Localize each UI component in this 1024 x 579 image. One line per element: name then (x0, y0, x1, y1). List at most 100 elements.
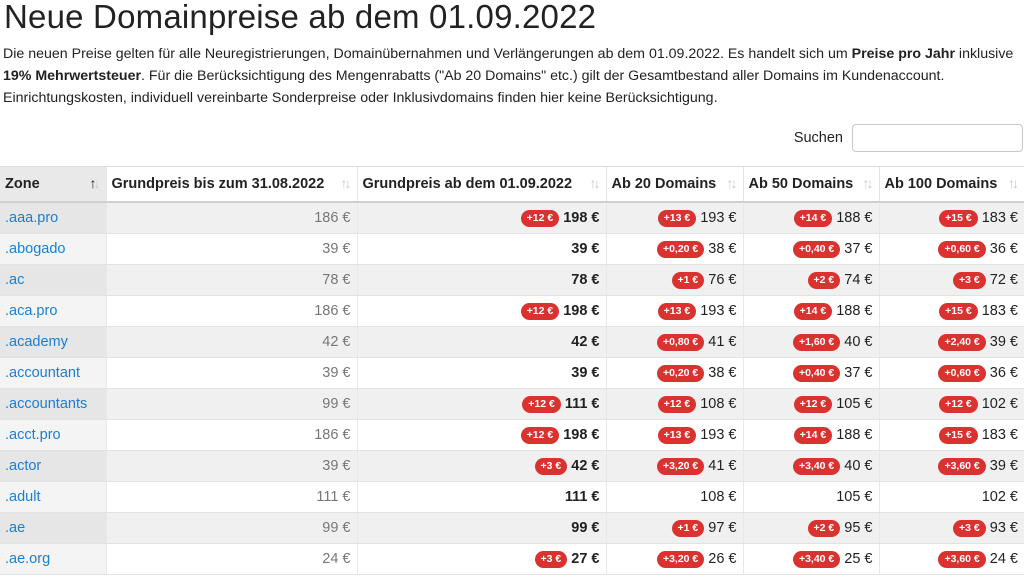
price-value: 39 € (989, 457, 1018, 474)
price-50-cell: +14 €188 € (742, 295, 879, 327)
zone-link[interactable]: .ac (5, 272, 25, 288)
price-increase-badge: +12 € (520, 302, 560, 320)
price-value: 99 € (571, 520, 600, 536)
table-row: .actor 39 € +3 €42 € +3,20 €41 € +3,40 €40 €… (0, 450, 1024, 482)
price-value: 36 € (989, 240, 1018, 257)
price-value: 102 € (981, 489, 1018, 505)
sort-both-icon: ↑↓ (589, 175, 601, 191)
old-price-cell: 39 € (105, 450, 357, 482)
new-price-cell: 78 € (356, 264, 606, 296)
price-value: 188 € (836, 209, 873, 226)
price-increase-badge: +3 € (953, 519, 986, 537)
price-value: 24 € (989, 550, 1018, 567)
intro-bold-1: Preise pro Jahr (851, 46, 955, 62)
price-value: 193 € (700, 302, 737, 319)
zone-link[interactable]: .aca.pro (5, 303, 58, 319)
price-50-cell: +14 €188 € (742, 202, 879, 234)
zone-link[interactable]: .academy (5, 334, 68, 350)
price-50-cell: +1,60 €40 € (742, 326, 879, 358)
price-100-cell: +3,60 €39 € (878, 450, 1024, 482)
price-100-cell: +3 €93 € (878, 512, 1024, 544)
zone-link[interactable]: .accountants (5, 396, 88, 412)
price-value: 93 € (989, 519, 1018, 536)
price-value: 25 € (844, 550, 873, 567)
zone-cell: .accountants (0, 388, 106, 420)
zone-cell: .ac (0, 264, 106, 296)
price-table: Zone ↑↓ Grundpreis bis zum 31.08.2022 ↑↓ G… (0, 166, 1024, 575)
price-100-cell: +3,60 €24 € (878, 543, 1024, 575)
price-value: 198 € (563, 426, 600, 443)
column-header-old-price[interactable]: Grundpreis bis zum 31.08.2022 ↑↓ (105, 166, 357, 203)
price-increase-badge: +3,40 € (792, 457, 841, 475)
price-value: 27 € (571, 550, 600, 567)
price-20-cell: +0,80 €41 € (605, 326, 743, 358)
table-row: .accountant 39 €39 € +0,20 €38 € +0,40 €37 … (0, 357, 1024, 389)
price-value: 111 € (564, 395, 600, 412)
price-increase-badge: +0,40 € (792, 364, 841, 382)
column-header-label: Grundpreis bis zum 31.08.2022 (111, 176, 325, 192)
price-increase-badge: +0,60 € (938, 364, 986, 382)
new-price-cell: +12 €198 € (356, 419, 606, 451)
price-20-cell: +3,20 €26 € (605, 543, 743, 575)
price-50-cell: +0,40 €37 € (742, 357, 879, 389)
old-price-cell: 24 € (105, 543, 357, 575)
intro-text: Die neuen Preise gelten für alle Neuregi… (3, 43, 1023, 109)
price-increase-badge: +0,20 € (656, 364, 705, 382)
zone-cell: .actor (0, 450, 106, 482)
old-price-cell: 186 € (105, 295, 357, 327)
price-100-cell: +15 €183 € (878, 419, 1024, 451)
column-header-new-price[interactable]: Grundpreis ab dem 01.09.2022 ↑↓ (356, 166, 606, 203)
zone-cell: .academy (0, 326, 106, 358)
zone-cell: .aca.pro (0, 295, 106, 327)
zone-link[interactable]: .acct.pro (5, 427, 61, 443)
price-20-cell: +0,20 €38 € (605, 357, 743, 389)
price-value: 105 € (836, 395, 873, 412)
old-price-cell: 99 € (105, 512, 357, 544)
price-increase-badge: +14 € (793, 426, 833, 444)
price-value: 36 € (989, 364, 1018, 381)
price-increase-badge: +15 € (939, 209, 978, 227)
price-100-cell: +3 €72 € (878, 264, 1024, 296)
table-row: .ac 78 €78 € +1 €76 € +2 €74 € +3 €72 € (0, 264, 1024, 296)
new-price-cell: 39 € (356, 357, 606, 389)
page-title: Neue Domainpreise ab dem 01.09.2022 (4, 0, 597, 35)
old-price-cell: 78 € (105, 264, 357, 296)
zone-link[interactable]: .ae.org (5, 551, 51, 567)
price-increase-badge: +3 € (534, 550, 568, 568)
zone-link[interactable]: .accountant (5, 365, 80, 381)
old-price-cell: 186 € (105, 202, 357, 234)
column-header-20-domains[interactable]: Ab 20 Domains ↑↓ (605, 166, 743, 203)
zone-link[interactable]: .adult (5, 489, 41, 505)
price-increase-badge: +1,60 € (792, 333, 841, 351)
price-value: 37 € (844, 364, 873, 381)
column-header-zone[interactable]: Zone ↑↓ (0, 166, 106, 203)
table-row: .ae.org 24 € +3 €27 € +3,20 €26 € +3,40 €25 … (0, 543, 1024, 575)
price-50-cell: +0,40 €37 € (742, 233, 879, 265)
column-header-100-domains[interactable]: Ab 100 Domains ↑↓ (878, 166, 1024, 203)
price-increase-badge: +3,60 € (938, 457, 986, 475)
price-value: 97 € (708, 519, 737, 536)
price-increase-badge: +14 € (793, 302, 833, 320)
old-price-cell: 99 € (105, 388, 357, 420)
zone-link[interactable]: .abogado (5, 241, 66, 257)
old-price-cell: 186 € (105, 419, 357, 451)
search-input[interactable] (852, 124, 1023, 152)
price-increase-badge: +12 € (793, 395, 833, 413)
zone-cell: .acct.pro (0, 419, 106, 451)
price-50-cell: +12 €105 € (742, 388, 879, 420)
zone-link[interactable]: .actor (5, 458, 42, 474)
sort-both-icon: ↑↓ (726, 175, 738, 191)
price-increase-badge: +13 € (657, 426, 697, 444)
price-100-cell: +15 €183 € (878, 295, 1024, 327)
price-50-cell: +3,40 €40 € (742, 450, 879, 482)
price-increase-badge: +13 € (657, 209, 697, 227)
column-header-50-domains[interactable]: Ab 50 Domains ↑↓ (742, 166, 879, 203)
price-increase-badge: +12 € (520, 209, 560, 227)
column-header-label: Ab 20 Domains (611, 176, 717, 192)
zone-link[interactable]: .ae (5, 520, 26, 536)
price-value: 76 € (708, 271, 737, 288)
zone-link[interactable]: .aaa.pro (5, 210, 59, 226)
price-value: 74 € (844, 271, 873, 288)
sort-both-icon: ↑↓ (862, 175, 874, 191)
